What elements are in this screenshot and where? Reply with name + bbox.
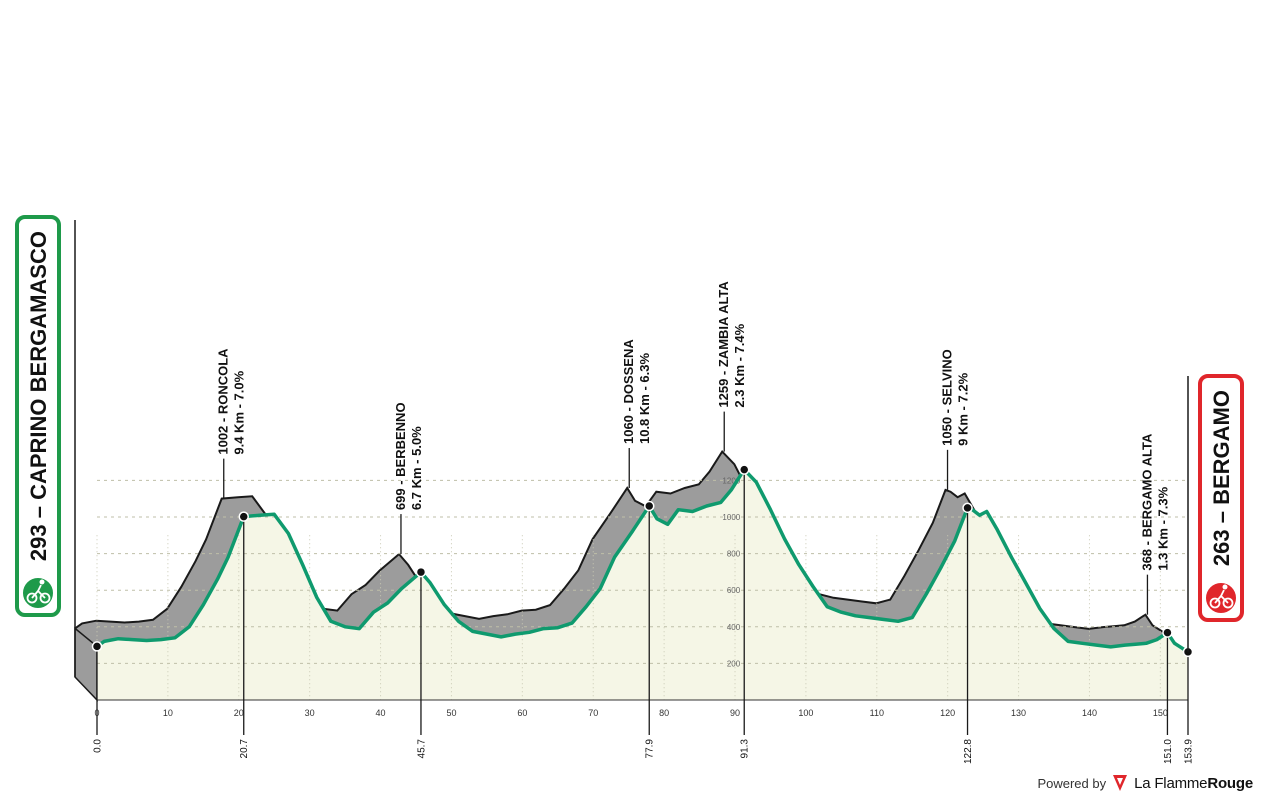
x-tick-label: 150 bbox=[1153, 708, 1168, 718]
marker-km-label: 20.7 bbox=[239, 739, 250, 759]
cyclist-icon bbox=[21, 576, 55, 610]
x-tick-label: 60 bbox=[517, 708, 527, 718]
y-tick-label: 1000 bbox=[722, 513, 740, 522]
marker-dot bbox=[91, 641, 103, 652]
x-tick-label: 130 bbox=[1011, 708, 1026, 718]
marker-km-label: 77.9 bbox=[645, 739, 656, 759]
bike-frame-icon bbox=[31, 584, 46, 599]
x-tick-label: 30 bbox=[305, 708, 315, 718]
profile-area bbox=[97, 469, 1188, 700]
climb-details: 9.4 Km - 7.0% bbox=[232, 370, 247, 454]
bike-frame-icon bbox=[1214, 589, 1229, 604]
rider-head-icon bbox=[39, 579, 45, 585]
climb-details: 2.3 Km - 7.4% bbox=[732, 323, 747, 407]
bike-wheel-icon bbox=[26, 592, 38, 604]
x-tick-label: 140 bbox=[1082, 708, 1097, 718]
bike-wheel-icon bbox=[1209, 597, 1221, 609]
marker-km-label: 151.0 bbox=[1163, 739, 1174, 764]
marker-dot bbox=[1162, 627, 1173, 638]
climb-labels: 1002 - RONCOLA 9.4 Km - 7.0% 699 - BERBENN… bbox=[216, 281, 1170, 615]
y-tick-label: 600 bbox=[727, 586, 741, 595]
km-markers: 0.0 20.7 45.7 77.9 91.3 122.8 151.0 153.9 bbox=[91, 464, 1195, 764]
profile-fill bbox=[97, 469, 1188, 700]
brand-name-bold: Rouge bbox=[1207, 774, 1253, 792]
rider-head-icon bbox=[1222, 584, 1228, 590]
x-tick-label: 10 bbox=[163, 708, 173, 718]
finish-label: 263 – BERGAMO bbox=[1209, 390, 1234, 566]
x-tick-label: 100 bbox=[798, 708, 813, 718]
finish-badge bbox=[1198, 374, 1244, 622]
x-tick-label: 70 bbox=[588, 708, 598, 718]
marker-dot bbox=[238, 511, 249, 522]
climb-name: 1050 - SELVINO bbox=[940, 349, 955, 446]
climb-details: 6.7 Km - 5.0% bbox=[409, 426, 424, 510]
route-line-path bbox=[95, 467, 1189, 654]
y-tick-label: 800 bbox=[727, 550, 741, 559]
y-tick-label: 400 bbox=[727, 623, 741, 632]
climb-name: 368 - BERGAMO ALTA bbox=[1139, 433, 1154, 571]
marker-dot bbox=[738, 464, 750, 475]
marker-km-label: 45.7 bbox=[416, 739, 427, 759]
start-finish-badges: 293 – CAPRINO BERGAMASCO 263 – BERGAMO bbox=[15, 215, 1244, 652]
start-label: 293 – CAPRINO BERGAMASCO bbox=[26, 231, 51, 561]
marker-km-label: 91.3 bbox=[740, 739, 751, 759]
climb-name: 1060 - DOSSENA bbox=[621, 339, 636, 444]
y-axis: 200 400 600 800 1000 1200 bbox=[722, 476, 740, 668]
x-tick-label: 120 bbox=[940, 708, 955, 718]
x-axis: 0102030405060708090100110120130140150 bbox=[94, 699, 1188, 718]
flamme-rouge-logo-icon bbox=[1113, 775, 1128, 791]
marker-dot bbox=[415, 566, 427, 578]
marker-km-label: 0.0 bbox=[93, 739, 104, 753]
brand-name-light: La Flamme bbox=[1134, 774, 1208, 792]
x-tick-label: 50 bbox=[446, 708, 456, 718]
marker-dot bbox=[643, 500, 655, 512]
powered-by-text: Powered by bbox=[1037, 775, 1107, 791]
footer-branding: Powered by La FlammeRouge bbox=[1037, 774, 1253, 792]
x-tick-label: 90 bbox=[730, 708, 740, 718]
marker-dot bbox=[962, 502, 973, 514]
climb-name: 1259 - ZAMBIA ALTA bbox=[716, 281, 731, 408]
x-tick-label: 80 bbox=[659, 708, 669, 718]
x-tick-label: 110 bbox=[870, 708, 884, 718]
climb-details: 9 Km - 7.2% bbox=[956, 372, 971, 445]
marker-km-label: 153.9 bbox=[1184, 739, 1195, 764]
route-line bbox=[95, 467, 1189, 654]
climb-details: 1.3 Km - 7.3% bbox=[1155, 486, 1170, 570]
start-badge bbox=[15, 215, 61, 617]
climb-details: 10.8 Km - 6.3% bbox=[637, 353, 652, 444]
y-tick-label: 200 bbox=[727, 659, 741, 668]
climb-name: 1002 - RONCOLA bbox=[216, 348, 231, 455]
bike-wheel-icon bbox=[39, 592, 51, 604]
brand-name: La FlammeRouge bbox=[1134, 775, 1253, 792]
marker-km-label: 122.8 bbox=[963, 739, 974, 764]
cyclist-icon bbox=[1204, 581, 1238, 615]
y-tick-label: 1200 bbox=[722, 476, 740, 485]
x-tick-label: 40 bbox=[376, 708, 386, 718]
bike-wheel-icon bbox=[1222, 597, 1234, 609]
relief-band bbox=[75, 451, 1188, 652]
climb-name: 699 - BERBENNO bbox=[393, 402, 408, 510]
x-tick-label: 20 bbox=[234, 708, 244, 718]
